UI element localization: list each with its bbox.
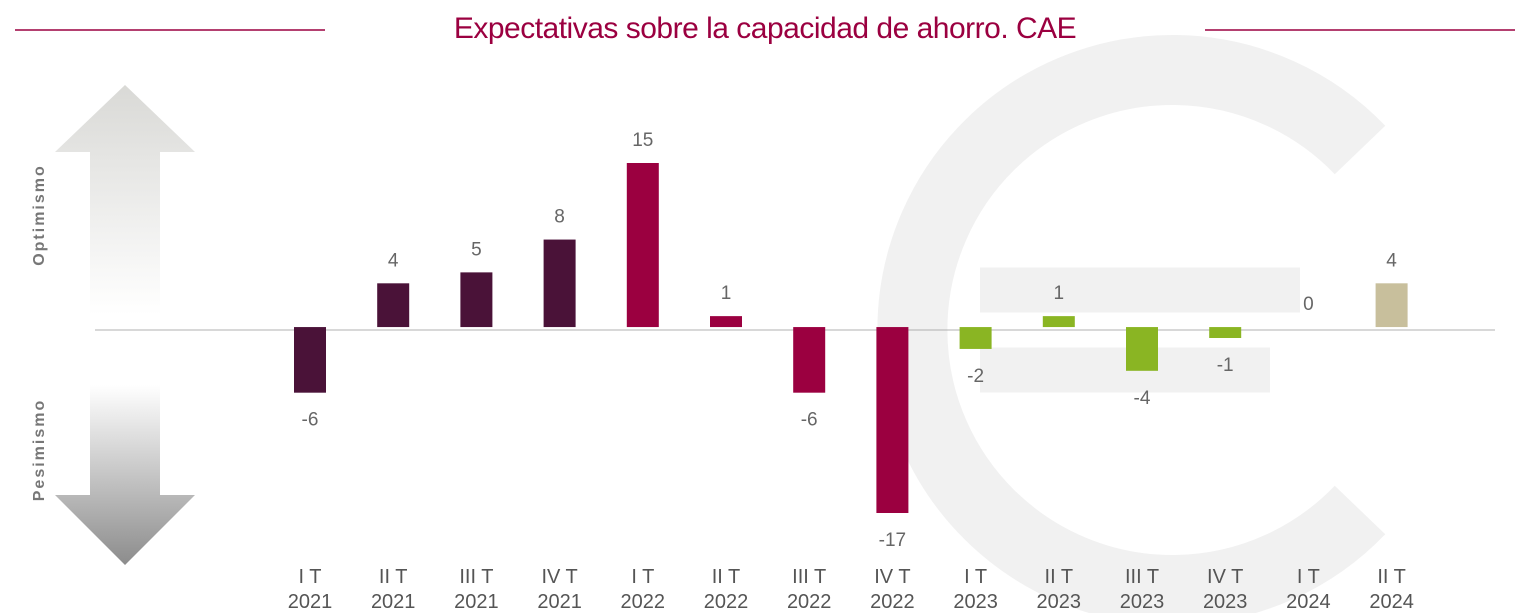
x-tick-label: IV T 2023 [1202,566,1248,613]
x-tick-label: III T 2022 [786,566,832,613]
bar [460,272,493,328]
x-tick-label: I T 2024 [1286,566,1331,613]
data-label: 8 [554,207,565,228]
x-tick-label: IV T 2022 [870,566,915,613]
bar [876,327,909,513]
chart-title: Expectativas sobre la capacidad de ahorr… [454,12,1076,45]
x-tick-label: II T 2021 [370,566,416,613]
x-tick-label: III T 2021 [454,566,499,613]
bar [294,327,326,393]
data-label: 5 [471,239,482,260]
data-label: -6 [302,410,319,431]
bar [543,239,576,328]
bar [1375,283,1408,328]
x-tick-label: I T 2023 [953,566,998,613]
x-tick-label: II T 2023 [1036,566,1082,613]
x-tick-label: I T 2021 [287,566,333,613]
upper-label: Optimismo [31,164,48,266]
data-label: -1 [1217,355,1234,376]
data-label: 4 [1386,250,1397,271]
data-label: -6 [801,410,818,431]
bar [626,163,659,328]
bar [1042,316,1075,328]
x-tick-label: II T 2024 [1369,566,1414,613]
data-label: 4 [388,250,399,271]
bar [1126,327,1158,371]
bar [377,283,410,328]
bar [793,327,826,393]
bar [1209,327,1242,338]
x-tick-label: II T 2022 [703,566,749,613]
lower-label: Pesimismo [31,399,48,501]
x-tick-label: I T 2022 [620,566,666,613]
x-tick-label: III T 2023 [1119,566,1165,613]
down-arrow [55,385,195,565]
data-label: 15 [632,130,653,151]
up-arrow [55,85,195,315]
data-label: -17 [879,530,906,551]
data-label: -4 [1134,388,1151,409]
data-label: 0 [1303,294,1314,315]
data-label: -2 [967,366,984,387]
bar [710,316,742,328]
x-tick-label: IV T 2021 [537,566,582,613]
data-label: 1 [721,283,732,304]
data-label: 1 [1054,283,1065,304]
bar [959,327,992,349]
